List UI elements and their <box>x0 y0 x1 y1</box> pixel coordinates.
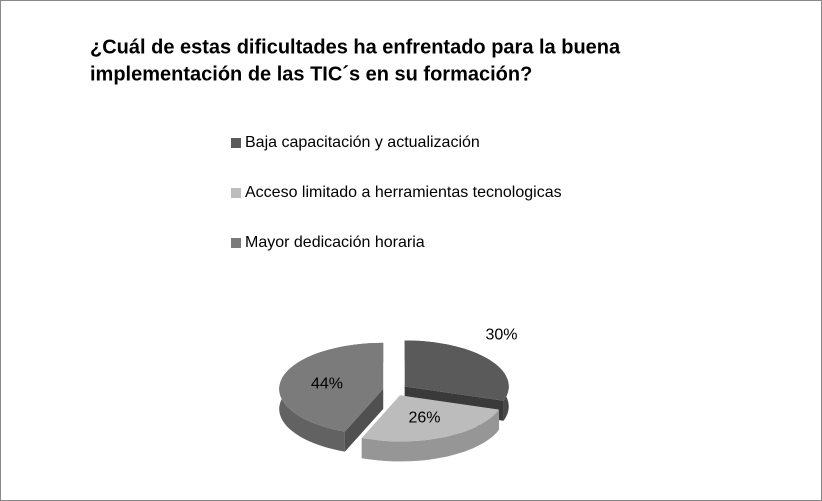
data-label: 30% <box>485 326 517 343</box>
slice-side <box>361 409 499 462</box>
chart-title: implementación de las TIC´s en su formac… <box>90 63 532 85</box>
slice <box>279 342 384 432</box>
slice-shade <box>361 409 499 462</box>
slice-shade <box>344 388 384 452</box>
legend-label: Mayor dedicación horaria <box>245 234 425 251</box>
data-label: 26% <box>408 410 440 427</box>
legend-swatch <box>231 188 241 198</box>
data-label: 44% <box>311 375 343 392</box>
slice <box>404 340 509 401</box>
legend-swatch <box>231 138 241 148</box>
chart-title: ¿Cuál de estas dificultades ha enfrentad… <box>90 36 621 58</box>
slice-side <box>344 388 384 452</box>
legend-label: Acceso limitado a herramientas tecnologi… <box>245 184 562 201</box>
slice <box>361 395 499 442</box>
legend-swatch <box>231 238 241 248</box>
legend-label: Baja capacitación y actualización <box>245 134 480 151</box>
